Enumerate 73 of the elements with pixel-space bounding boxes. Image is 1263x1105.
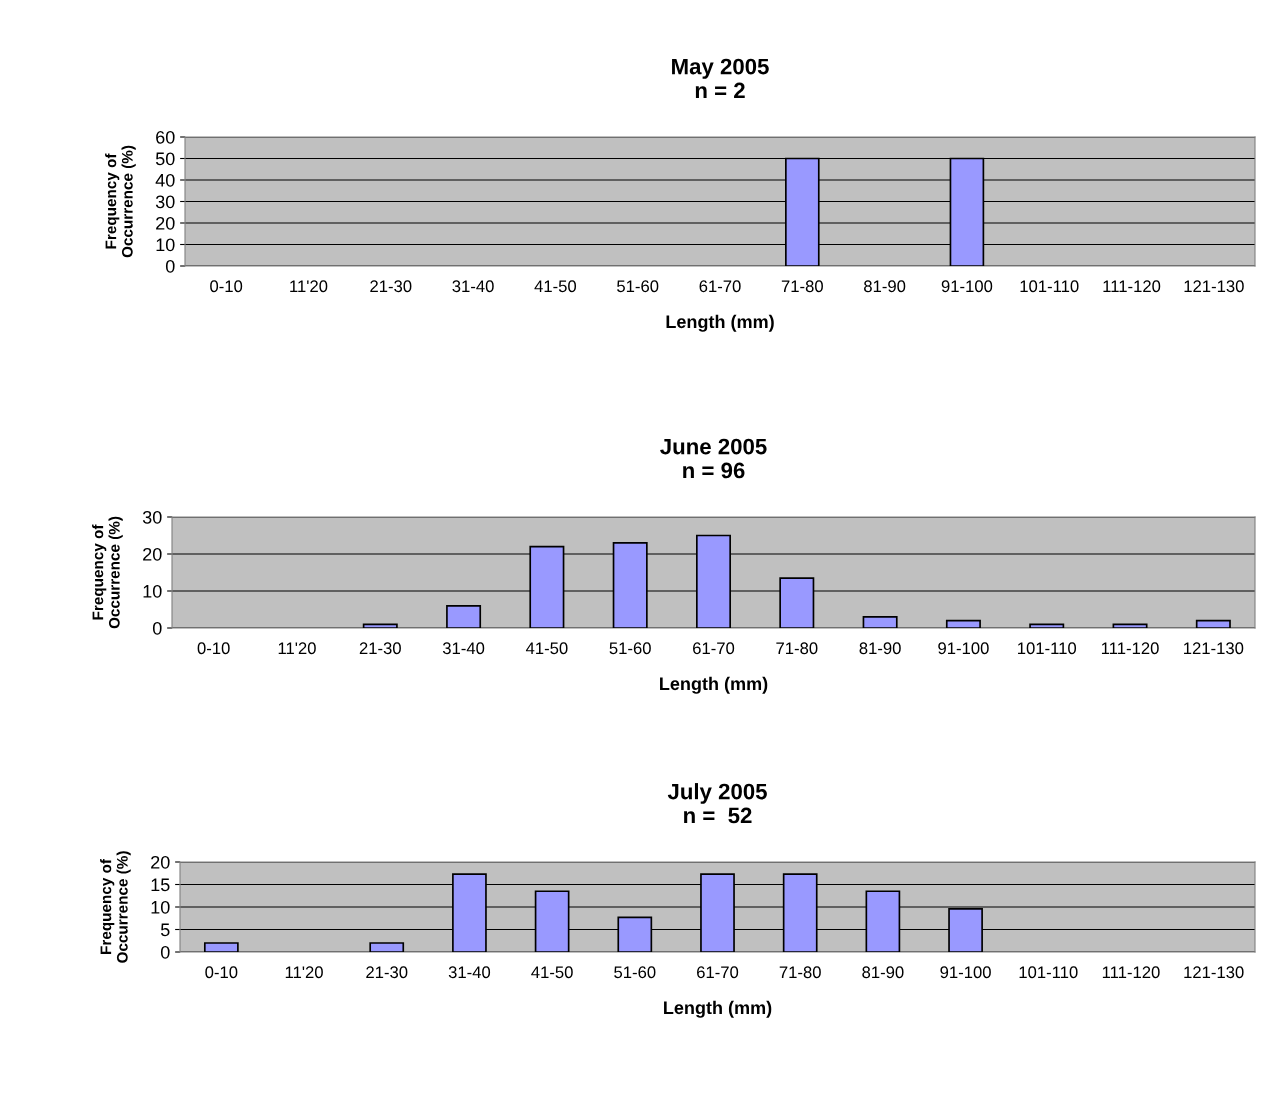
x-tick-label: 0-10 <box>210 280 243 293</box>
y-tick-label: 10 <box>143 584 162 598</box>
x-tick-label: 51-60 <box>609 642 651 655</box>
y-tick-label: 40 <box>155 173 175 187</box>
y-tick-label: 10 <box>156 238 175 252</box>
x-tick-label: 21-30 <box>370 280 412 293</box>
x-tick-label: 111-120 <box>1101 642 1159 655</box>
x-tick-label: 21-30 <box>366 966 408 979</box>
x-tick-label: 0-10 <box>197 642 230 655</box>
y-tick-label: 0 <box>165 259 175 273</box>
x-axis-title: Length (mm) <box>664 1000 772 1018</box>
x-tick-label: 71-80 <box>781 280 823 293</box>
x-tick-label: 81-90 <box>862 966 904 979</box>
x-tick-label: 41-50 <box>525 642 568 655</box>
y-tick-label: 30 <box>142 510 162 524</box>
y-axis-title: Frequency of Occurrence (%) <box>92 516 123 629</box>
x-tick-label: 91-100 <box>941 280 993 293</box>
bar <box>446 604 482 628</box>
y-tick-label: 0 <box>152 621 162 635</box>
x-axis-title: Length (mm) <box>660 676 768 694</box>
y-tick-label: 20 <box>156 216 175 230</box>
y-tick-label: 5 <box>160 923 170 937</box>
x-tick-label: 51-60 <box>617 280 659 293</box>
x-tick-label: 31-40 <box>448 966 491 979</box>
y-tick-label: 50 <box>155 152 175 166</box>
bar <box>1195 619 1231 628</box>
bar <box>362 623 398 628</box>
x-tick-label: 91-100 <box>940 966 991 979</box>
y-axis-title: Frequency of Occurrence (%) <box>100 851 131 963</box>
x-tick-label: 121-130 <box>1184 642 1244 655</box>
x-tick-label: 61-70 <box>699 280 741 293</box>
y-tick-label: 20 <box>151 855 170 869</box>
chart-title: June 2005 n = 96 <box>660 438 767 479</box>
bar <box>369 942 405 952</box>
x-tick-label: 111-120 <box>1103 280 1161 293</box>
x-tick-label: 101-110 <box>1018 642 1077 655</box>
y-tick-label: 10 <box>151 900 170 914</box>
x-tick-label: 11'20 <box>290 280 328 293</box>
bar <box>1029 623 1065 628</box>
x-tick-label: 11'20 <box>278 642 316 655</box>
x-tick-label: 121-130 <box>1184 280 1244 293</box>
bar <box>945 619 981 628</box>
y-axis-title: Frequency of Occurrence (%) <box>105 145 136 258</box>
y-tick-label: 15 <box>151 878 170 892</box>
x-tick-label: 21-30 <box>359 642 401 655</box>
x-tick-label: 0-10 <box>205 966 238 979</box>
bar <box>1112 623 1148 628</box>
y-tick-label: 30 <box>155 195 175 209</box>
x-tick-label: 121-130 <box>1184 966 1244 979</box>
x-axis-title: Length (mm) <box>666 314 774 332</box>
x-tick-label: 31-40 <box>442 642 485 655</box>
bar <box>203 942 239 952</box>
chart-title: May 2005 n = 2 <box>672 58 769 99</box>
y-tick-label: 20 <box>143 547 162 561</box>
x-tick-label: 61-70 <box>693 642 735 655</box>
bar <box>862 616 898 628</box>
x-tick-label: 31-40 <box>452 280 494 293</box>
x-tick-label: 81-90 <box>859 642 901 655</box>
y-tick-label: 0 <box>160 945 170 959</box>
x-tick-label: 61-70 <box>697 966 739 979</box>
x-tick-label: 71-80 <box>776 642 818 655</box>
x-tick-label: 111-120 <box>1102 966 1160 979</box>
x-tick-label: 41-50 <box>534 280 577 293</box>
x-tick-label: 11'20 <box>285 966 323 979</box>
y-tick-label: 60 <box>156 130 175 144</box>
x-tick-label: 41-50 <box>531 966 573 979</box>
x-tick-label: 101-110 <box>1019 966 1078 979</box>
chart-title: July 2005 n = 52 <box>667 783 767 824</box>
x-tick-label: 71-80 <box>779 966 821 979</box>
x-tick-label: 51-60 <box>614 966 656 979</box>
x-tick-label: 91-100 <box>938 642 989 655</box>
x-tick-label: 81-90 <box>864 280 906 293</box>
x-tick-label: 101-110 <box>1020 280 1079 293</box>
